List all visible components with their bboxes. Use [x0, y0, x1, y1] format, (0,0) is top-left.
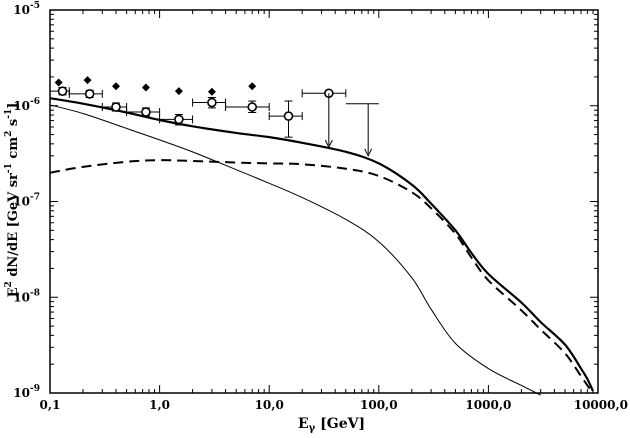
- y-axis-label-sup2: -1: [4, 163, 14, 173]
- plot-frame: [49, 9, 599, 394]
- x-tick-label: 10,0: [255, 398, 284, 412]
- y-axis-label: E2 dN/dE [GeV sr-1 cm2 s-1]: [4, 103, 21, 298]
- y-axis-label-part1: E: [6, 287, 21, 297]
- y-axis-label-part2: dN/dE [GeV sr: [6, 173, 21, 281]
- diamond-marker: [83, 76, 92, 85]
- x-tick-label: 10000,0: [574, 398, 628, 412]
- open-circle-marker: [57, 86, 68, 96]
- y-tick-label-exponent: -7: [30, 193, 40, 203]
- series-dashed: [49, 159, 594, 394]
- y-tick-label-exponent: -5: [30, 1, 40, 11]
- data-points: [49, 76, 379, 157]
- y-tick-label-exponent: -9: [30, 384, 40, 394]
- x-tick-label: 1,0: [149, 398, 170, 412]
- upper-limit-arrowhead: [324, 139, 333, 149]
- x-axis-label: Eγ [GeV]: [298, 416, 365, 434]
- model-curves: [49, 97, 594, 396]
- upper-limit-arrowhead: [364, 148, 373, 157]
- y-tick-label: 10: [13, 3, 30, 17]
- y-axis-label-part4: s: [6, 119, 21, 131]
- y-axis-label-sup4: -1: [4, 109, 14, 119]
- measurement-point: [126, 107, 161, 117]
- diamond-marker: [207, 87, 216, 96]
- diamond-marker: [174, 87, 183, 96]
- series-thin-solid: [49, 104, 541, 396]
- x-tick-label: 100,0: [360, 398, 398, 412]
- y-tick-label: 10: [13, 290, 30, 304]
- open-circle-marker: [207, 97, 217, 108]
- x-axis-label-sub: γ: [309, 423, 316, 434]
- diamond-marker: [111, 82, 120, 91]
- measurement-point: [49, 86, 70, 96]
- measurement-point: [225, 100, 270, 114]
- y-axis-label-sup1: 2: [4, 281, 14, 287]
- y-tick-label-exponent: -8: [30, 288, 40, 298]
- open-circle-marker: [283, 111, 294, 121]
- x-tick-label: 0,1: [40, 398, 61, 412]
- x-axis-label-main: E: [298, 416, 309, 432]
- y-axis-label-part5: ]: [6, 103, 21, 109]
- x-tick-label: 1000,0: [465, 398, 511, 412]
- measurement-point: [268, 100, 303, 138]
- x-tick-labels: 0,1 1,0 10,0 100,0 1000,0 10000,0: [40, 398, 628, 412]
- open-circle-marker: [174, 114, 184, 125]
- y-tick-label: 10: [13, 195, 30, 209]
- y-tick-labels: 10-910-810-710-610-5: [13, 1, 40, 400]
- axis-ticks: [49, 10, 598, 394]
- upper-limit: [345, 103, 379, 157]
- upper-limit: [324, 93, 333, 149]
- y-tick-label: 10: [13, 99, 30, 113]
- open-circle-marker: [141, 107, 151, 117]
- y-axis-label-part3: cm: [6, 137, 21, 163]
- series-thick-solid: [49, 97, 594, 392]
- measurement-point: [192, 96, 227, 109]
- measurement-point: [159, 114, 194, 126]
- y-tick-label-exponent: -6: [30, 97, 40, 107]
- open-circle-marker: [84, 89, 95, 99]
- diamond-marker: [54, 78, 63, 87]
- open-circle-marker: [247, 102, 258, 112]
- y-axis-label-sup3: 2: [4, 131, 14, 137]
- measurement-point: [68, 89, 103, 99]
- diamond-marker: [248, 82, 257, 91]
- open-circle-marker: [111, 102, 121, 112]
- measurement-point: [101, 102, 128, 112]
- y-tick-label: 10: [13, 386, 30, 400]
- x-axis-label-rest: [GeV]: [315, 416, 365, 432]
- diamond-marker: [141, 83, 150, 92]
- measurement-point: [301, 88, 347, 99]
